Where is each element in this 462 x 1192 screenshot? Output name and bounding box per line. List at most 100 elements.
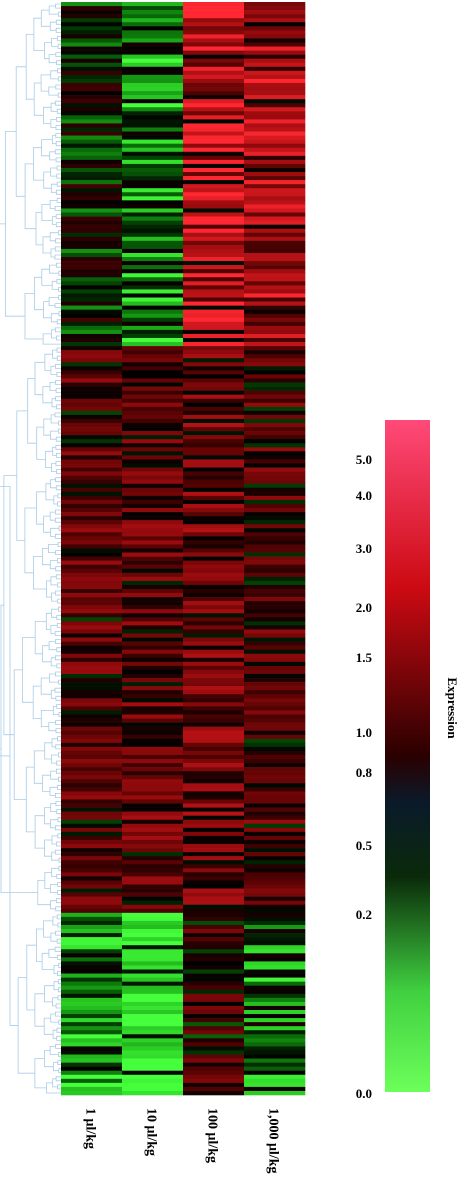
heatmap-cell	[183, 564, 245, 570]
heatmap-cell	[183, 435, 245, 440]
heatmap-cell	[122, 811, 184, 816]
heatmap-cell	[244, 1066, 306, 1072]
heatmap-cell	[183, 487, 245, 493]
heatmap-cell	[244, 750, 306, 756]
heatmap-cell	[183, 613, 245, 618]
heatmap-cell	[244, 775, 306, 780]
dendrogram-branch	[13, 669, 27, 800]
heatmap-cell	[122, 779, 184, 784]
heatmap-cell	[244, 342, 306, 347]
dendrogram-branch	[58, 865, 61, 871]
heatmap-cell	[183, 184, 245, 189]
heatmap-cell	[244, 196, 306, 201]
dendrogram-branch	[51, 835, 58, 845]
heatmap-cell	[61, 896, 123, 901]
heatmap-cell	[183, 107, 245, 112]
heatmap-cell	[61, 293, 123, 298]
heatmap-cell	[61, 394, 123, 400]
heatmap-cell	[244, 722, 306, 727]
heatmap-cell	[61, 710, 123, 715]
heatmap-cell	[183, 961, 245, 966]
dendrogram-branch	[48, 544, 58, 553]
heatmap-cell	[183, 718, 245, 723]
heatmap-cell	[244, 694, 306, 699]
heatmap-cell	[244, 192, 306, 197]
heatmap-cell	[244, 641, 306, 646]
heatmap-cell	[183, 657, 245, 663]
dendrogram-branch	[58, 776, 61, 782]
heatmap-cell	[244, 410, 306, 416]
heatmap-cell	[183, 900, 245, 906]
heatmap-cell	[244, 763, 306, 768]
heatmap-cell	[61, 479, 123, 485]
heatmap-cell	[244, 580, 306, 586]
dendrogram-branch	[56, 938, 61, 944]
heatmap-cell	[244, 273, 306, 278]
heatmap-cell	[244, 127, 306, 132]
heatmap-cell	[183, 1062, 245, 1067]
heatmap-cell	[122, 617, 184, 622]
heatmap-cell	[244, 62, 306, 68]
heatmap-cell	[61, 844, 123, 849]
heatmap-cell	[61, 576, 123, 582]
heatmap-cell	[122, 661, 184, 667]
heatmap-cell	[183, 702, 245, 707]
heatmap-cell	[183, 706, 245, 711]
heatmap-cell	[244, 309, 306, 315]
dendrogram-branch	[15, 66, 27, 197]
heatmap-cell	[244, 973, 306, 978]
heatmap-cell	[61, 257, 123, 262]
heatmap-cell	[122, 350, 184, 355]
heatmap-cell	[122, 839, 184, 845]
heatmap-cell	[122, 301, 184, 306]
heatmap-cell	[183, 815, 245, 821]
heatmap-cell	[122, 1054, 184, 1059]
heatmap-cell	[122, 844, 184, 849]
heatmap-cell	[61, 180, 123, 185]
heatmap-cell	[183, 155, 245, 161]
heatmap-cell	[183, 499, 245, 505]
heatmap-cell	[61, 977, 123, 982]
heatmap-cell	[61, 261, 123, 266]
heatmap-cell	[244, 864, 306, 869]
heatmap-cell	[122, 678, 184, 683]
dendrogram-branch	[55, 396, 61, 402]
dendrogram-branch	[56, 914, 61, 920]
dendrogram-branch	[58, 295, 61, 300]
heatmap-cell	[244, 123, 306, 128]
heatmap-cell	[61, 475, 123, 480]
heatmap-cell	[122, 771, 184, 776]
heatmap-cell	[61, 14, 123, 19]
heatmap-cell	[183, 58, 245, 64]
heatmap-cell	[122, 91, 184, 96]
dendrogram-branch	[43, 515, 51, 533]
heatmap-cell	[244, 633, 306, 638]
heatmap-cell	[122, 872, 184, 877]
heatmap-cell	[61, 520, 123, 525]
heatmap-cell	[244, 605, 306, 610]
heatmap-cell	[244, 216, 306, 221]
dendrogram-branch	[55, 728, 61, 734]
heatmap-cell	[183, 787, 245, 792]
heatmap-cell	[122, 10, 184, 15]
heatmap-cell	[122, 293, 184, 298]
heatmap-cell	[61, 236, 123, 242]
dendrogram-branch	[51, 608, 59, 618]
heatmap-cell	[61, 949, 123, 954]
heatmap-cell	[183, 467, 245, 472]
heatmap-cell	[183, 896, 245, 901]
dendrogram-branch	[58, 311, 61, 317]
heatmap-cell	[183, 34, 245, 39]
heatmap-cell	[244, 977, 306, 982]
heatmap-cell	[61, 787, 123, 792]
heatmap-cell	[122, 431, 184, 436]
heatmap-cell	[244, 58, 306, 64]
heatmap-cell	[244, 163, 306, 169]
dendrogram-branch	[58, 752, 61, 758]
dendrogram-branch	[57, 817, 61, 823]
heatmap-cell	[183, 1074, 245, 1080]
dendrogram-branch	[43, 1017, 54, 1035]
heatmap-cell	[122, 916, 184, 922]
heatmap-cell	[244, 746, 306, 752]
heatmap-cell	[244, 439, 306, 444]
